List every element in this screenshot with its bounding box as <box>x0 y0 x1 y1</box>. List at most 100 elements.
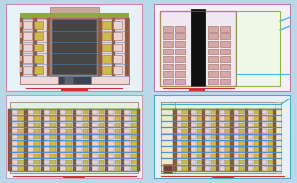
Bar <box>34 66 43 74</box>
Bar <box>160 11 236 86</box>
Bar <box>208 48 218 54</box>
Bar <box>205 160 210 164</box>
Bar <box>60 141 66 146</box>
Bar <box>99 141 105 146</box>
Bar <box>191 160 196 164</box>
Bar <box>163 48 173 54</box>
Bar <box>262 129 267 133</box>
Bar <box>8 109 12 171</box>
Bar <box>124 116 130 121</box>
Bar <box>262 147 267 152</box>
Bar <box>163 41 173 47</box>
Bar <box>208 79 218 85</box>
Bar <box>175 56 185 62</box>
Bar <box>72 109 76 171</box>
Bar <box>56 109 60 171</box>
Bar <box>124 135 130 139</box>
Bar <box>254 123 258 127</box>
Bar <box>205 110 210 114</box>
Bar <box>83 116 89 121</box>
Bar <box>197 123 202 127</box>
Bar <box>28 116 34 121</box>
Bar <box>208 56 218 62</box>
Bar <box>10 127 138 128</box>
Bar <box>102 44 111 51</box>
Bar <box>225 160 230 164</box>
Bar <box>76 123 82 127</box>
Bar <box>254 135 258 139</box>
Bar <box>67 135 72 139</box>
Bar <box>99 116 105 121</box>
Bar <box>262 160 267 164</box>
Bar <box>20 13 129 18</box>
Bar <box>191 166 196 171</box>
Bar <box>211 123 216 127</box>
Bar <box>67 166 72 171</box>
Bar <box>177 116 182 121</box>
Bar <box>34 160 40 164</box>
Bar <box>50 154 56 158</box>
Bar <box>108 141 114 146</box>
Bar <box>76 160 82 164</box>
Bar <box>191 147 196 152</box>
Bar <box>131 166 137 171</box>
Bar <box>239 141 244 146</box>
Bar <box>60 116 66 121</box>
Bar <box>248 166 253 171</box>
Bar <box>225 147 230 152</box>
Bar <box>131 116 137 121</box>
Bar <box>254 154 258 158</box>
Bar <box>197 166 202 171</box>
Bar <box>34 32 43 40</box>
Bar <box>225 110 230 114</box>
Bar <box>219 141 225 146</box>
Bar <box>83 141 89 146</box>
Bar <box>44 160 50 164</box>
Bar <box>205 123 210 127</box>
Bar <box>191 116 196 121</box>
Bar <box>34 129 40 133</box>
Bar <box>44 116 50 121</box>
Bar <box>28 166 34 171</box>
Bar <box>99 135 105 139</box>
Bar <box>254 116 258 121</box>
Bar <box>191 135 196 139</box>
Bar <box>177 166 182 171</box>
Bar <box>182 129 187 133</box>
Bar <box>124 166 130 171</box>
Bar <box>34 141 40 146</box>
Bar <box>163 33 173 39</box>
Bar <box>67 154 72 158</box>
Bar <box>113 55 122 63</box>
Bar <box>234 160 239 164</box>
Bar <box>76 166 82 171</box>
Bar <box>61 88 88 91</box>
Bar <box>248 116 253 121</box>
Bar <box>254 129 258 133</box>
Bar <box>211 141 216 146</box>
Bar <box>124 123 130 127</box>
Bar <box>60 110 66 114</box>
Bar <box>67 110 72 114</box>
Bar <box>92 116 98 121</box>
Bar <box>220 56 230 62</box>
Bar <box>99 123 105 127</box>
Bar <box>10 133 138 134</box>
Bar <box>262 166 267 171</box>
Bar <box>268 166 273 171</box>
Bar <box>44 129 50 133</box>
Bar <box>28 123 34 127</box>
Bar <box>23 66 32 74</box>
Bar <box>273 109 276 171</box>
Bar <box>60 154 66 158</box>
Bar <box>28 110 34 114</box>
Bar <box>161 102 282 173</box>
Bar <box>175 41 185 47</box>
Bar <box>34 147 40 152</box>
Bar <box>28 129 34 133</box>
Bar <box>99 129 105 133</box>
Bar <box>230 109 233 171</box>
Bar <box>175 79 185 85</box>
Bar <box>197 116 202 121</box>
Bar <box>131 147 137 152</box>
